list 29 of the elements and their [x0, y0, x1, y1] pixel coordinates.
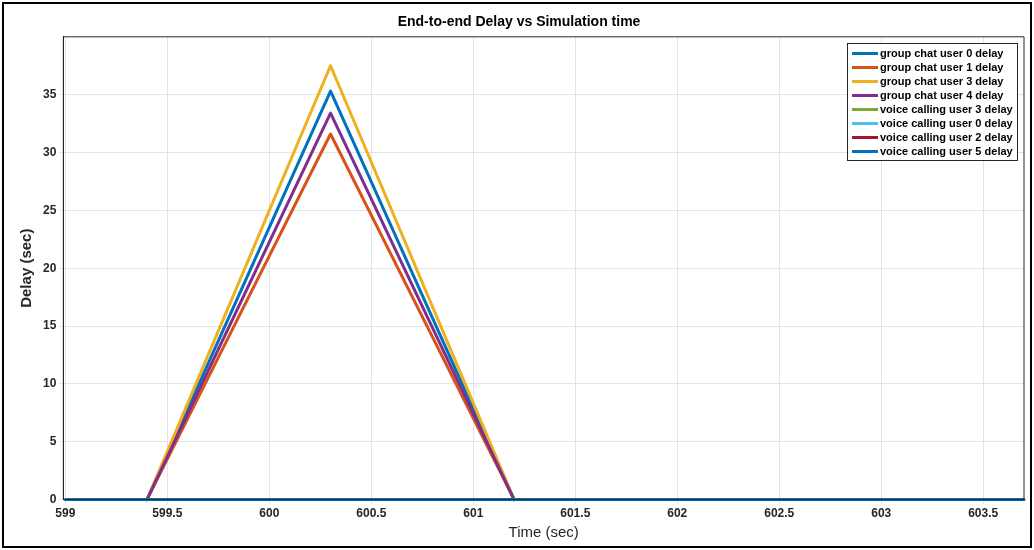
chart-title: End-to-end Delay vs Simulation time [397, 13, 641, 30]
x-tick-label: 599 [55, 506, 76, 521]
legend-label: voice calling user 0 delay [880, 116, 1013, 129]
legend-label: group chat user 0 delay [880, 46, 1004, 59]
y-tick-label: 15 [42, 318, 57, 333]
y-tick-label: 5 [49, 434, 57, 449]
y-tick-label: 20 [42, 260, 57, 275]
y-tick-label: 25 [42, 202, 57, 217]
x-tick-label: 603.5 [968, 506, 999, 521]
x-tick-label: 602 [667, 506, 688, 521]
x-tick-label: 602.5 [764, 506, 795, 521]
x-tick-label: 601.5 [560, 506, 591, 521]
legend-label: voice calling user 2 delay [880, 130, 1013, 143]
legend-label: voice calling user 3 delay [880, 102, 1013, 115]
x-tick-label: 600 [259, 506, 280, 521]
legend-label: group chat user 4 delay [880, 88, 1004, 101]
y-tick-label: 0 [49, 491, 57, 506]
legend-label: group chat user 3 delay [880, 74, 1004, 87]
y-axis-title: Delay (sec) [17, 228, 35, 308]
x-tick-label: 603 [871, 506, 892, 521]
y-tick-label: 10 [42, 376, 57, 391]
legend-label: group chat user 1 delay [880, 60, 1004, 73]
x-tick-label: 599.5 [152, 506, 183, 521]
x-tick-label: 601 [463, 506, 484, 521]
legend-label: voice calling user 5 delay [880, 144, 1013, 157]
y-tick-label: 35 [42, 86, 57, 101]
y-tick-label: 30 [42, 144, 57, 159]
x-axis-title: Time (sec) [508, 523, 579, 541]
x-tick-label: 600.5 [356, 506, 387, 521]
